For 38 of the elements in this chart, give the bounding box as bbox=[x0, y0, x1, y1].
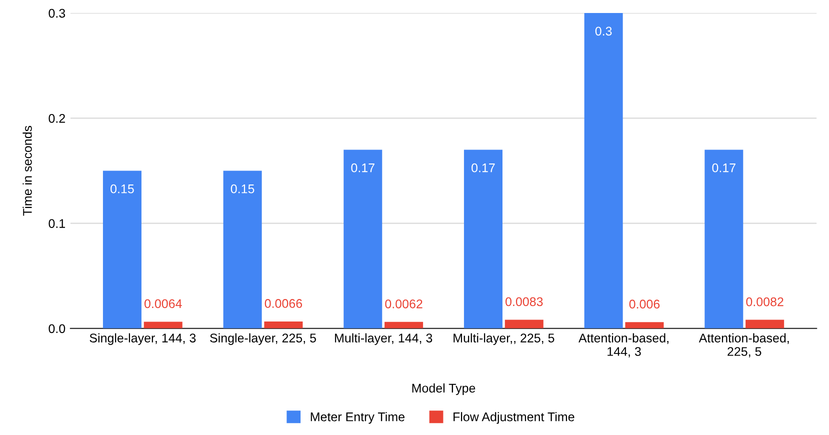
y-axis-title: Time in seconds bbox=[22, 126, 32, 216]
x-tick-label: Multi-layer,, 225, 5 bbox=[454, 333, 554, 345]
bar bbox=[144, 322, 182, 328]
bar bbox=[344, 150, 382, 328]
data-label: 0.006 bbox=[629, 300, 660, 309]
x-tick-label: Single-layer, 144, 3 bbox=[90, 333, 196, 345]
legend-label: Flow Adjustment Time bbox=[454, 412, 574, 424]
data-label: 0.17 bbox=[472, 163, 495, 172]
bar bbox=[264, 321, 303, 328]
x-tick-label: Single-layer, 225, 5 bbox=[210, 333, 316, 345]
x-tick-label: Multi-layer, 144, 3 bbox=[335, 333, 432, 345]
data-label: 0.15 bbox=[230, 184, 254, 194]
y-tick-label: 0.1 bbox=[48, 219, 65, 228]
bar bbox=[464, 150, 502, 328]
x-tick-label: Attention-based, 225, 5 bbox=[698, 333, 789, 358]
bar bbox=[384, 322, 424, 328]
bar bbox=[102, 170, 142, 328]
data-label: 0.0064 bbox=[144, 299, 182, 308]
legend-label: Meter Entry Time bbox=[310, 412, 404, 424]
bar bbox=[704, 150, 744, 328]
y-tick-label: 0.0 bbox=[48, 324, 66, 334]
data-label: 0.17 bbox=[712, 163, 736, 172]
bar bbox=[504, 320, 544, 328]
data-label: 0.15 bbox=[110, 184, 134, 194]
data-label: 0.0083 bbox=[506, 297, 543, 306]
data-label: 0.0082 bbox=[746, 297, 784, 306]
bar bbox=[584, 13, 623, 328]
x-tick-label: Attention-based, 144, 3 bbox=[578, 333, 668, 358]
y-tick-label: 0.3 bbox=[48, 8, 66, 18]
x-axis-title: Model Type bbox=[412, 383, 476, 396]
data-label: 0.0062 bbox=[385, 299, 422, 308]
bar bbox=[223, 170, 262, 328]
data-label: 0.3 bbox=[595, 26, 612, 36]
data-label: 0.17 bbox=[351, 163, 374, 172]
data-label: 0.0066 bbox=[264, 299, 302, 308]
bar bbox=[746, 320, 784, 328]
y-tick-label: 0.2 bbox=[48, 114, 65, 123]
bar bbox=[625, 322, 664, 328]
